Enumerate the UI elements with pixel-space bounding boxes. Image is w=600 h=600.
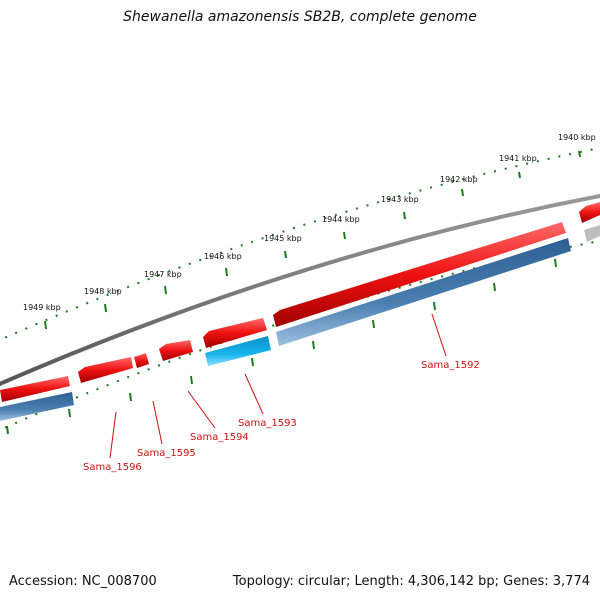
inner-tick-mark	[372, 319, 375, 329]
inner-tick-mark	[433, 301, 436, 311]
gene-reverse[interactable]	[276, 238, 571, 346]
tick-mark	[284, 250, 287, 259]
gene-reverse[interactable]	[0, 392, 74, 421]
accession-text: Accession: NC_008700	[9, 574, 157, 589]
major-ticks	[44, 150, 581, 330]
leader-sama-1595	[152, 400, 163, 445]
gene-label-sama-1592: Sama_1592	[421, 360, 480, 371]
gene-forward[interactable]	[134, 353, 149, 368]
gene-forward[interactable]	[273, 222, 566, 327]
inner-tick-mark	[493, 282, 496, 292]
tick-label: 1945 kbp	[264, 234, 302, 243]
tick-label: 1943 kbp	[381, 195, 419, 204]
gene-label-sama-1593: Sama_1593	[238, 418, 297, 429]
tick-label: 1947 kbp	[144, 270, 182, 279]
tick-mark	[225, 267, 228, 277]
tick-label: 1942 kbp	[440, 175, 478, 184]
leader-sama-1594	[187, 390, 216, 429]
gene-forward[interactable]	[203, 318, 267, 348]
gene-label-sama-1596: Sama_1596	[83, 462, 142, 473]
inner-tick-mark	[129, 392, 132, 402]
tick-label: 1949 kbp	[23, 303, 61, 312]
gene-reverse-highlight[interactable]	[205, 336, 271, 366]
tick-label: 1944 kbp	[322, 215, 360, 224]
gene-forward[interactable]	[78, 357, 133, 383]
tick-label: 1941 kbp	[499, 154, 537, 163]
tick-label: 1948 kbp	[84, 287, 122, 296]
inner-major-ticks	[6, 258, 557, 435]
gene-labels: Sama_1592 Sama_1593 Sama_1594 Sama_1595 …	[83, 360, 480, 473]
gene-forward[interactable]	[159, 340, 193, 361]
forward-genes	[0, 202, 600, 402]
map-title: Shewanella amazonensis SB2B, complete ge…	[123, 9, 477, 25]
tick-labels: 1940 kbp 1941 kbp 1942 kbp 1943 kbp 1944…	[23, 133, 596, 312]
tick-mark	[104, 303, 107, 313]
tick-mark	[343, 231, 346, 240]
label-leaders	[109, 313, 447, 459]
inner-tick-mark	[251, 357, 254, 367]
reverse-genes	[0, 225, 600, 421]
inner-tick-mark	[312, 340, 315, 350]
gene-forward[interactable]	[579, 202, 600, 223]
leader-sama-1596	[109, 411, 117, 459]
tick-label: 1946 kbp	[204, 252, 242, 261]
inner-tick-mark	[68, 408, 71, 418]
gene-label-sama-1595: Sama_1595	[137, 448, 196, 459]
tick-mark	[578, 150, 581, 158]
topology-text: Topology: circular; Length: 4,306,142 bp…	[232, 574, 590, 589]
tick-mark	[403, 211, 406, 220]
tick-mark	[44, 320, 47, 330]
genome-backbone	[0, 193, 600, 387]
tick-mark	[461, 188, 464, 197]
gene-reverse-partial[interactable]	[584, 225, 600, 242]
inner-tick-mark	[190, 375, 193, 385]
inner-tick-mark	[554, 258, 557, 268]
gene-label-sama-1594: Sama_1594	[190, 432, 249, 443]
leader-sama-1592	[431, 313, 447, 357]
tick-mark	[518, 171, 521, 179]
leader-sama-1593	[244, 373, 264, 415]
inner-tick-mark	[6, 425, 9, 435]
tick-mark	[164, 285, 167, 295]
gene-forward[interactable]	[0, 376, 70, 402]
tick-label: 1940 kbp	[558, 133, 596, 142]
